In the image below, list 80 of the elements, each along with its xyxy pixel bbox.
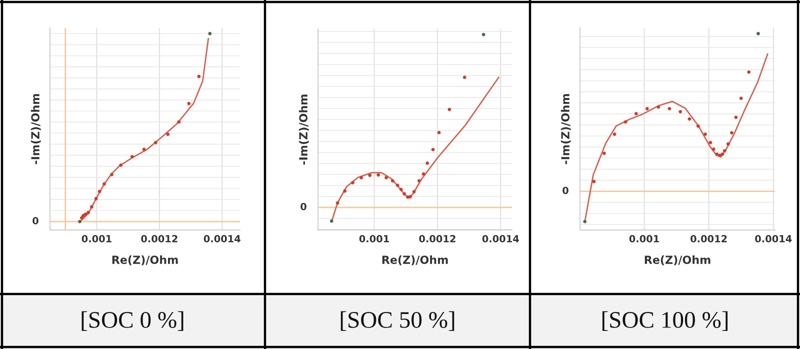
point bbox=[712, 147, 716, 151]
ref-line-label: 0 bbox=[300, 202, 306, 210]
point bbox=[351, 181, 354, 184]
point bbox=[612, 132, 616, 136]
point bbox=[86, 210, 90, 214]
point bbox=[668, 106, 672, 110]
point bbox=[696, 124, 700, 128]
point bbox=[208, 32, 212, 36]
point bbox=[384, 176, 388, 180]
point bbox=[399, 188, 403, 192]
point bbox=[187, 102, 191, 106]
point bbox=[422, 172, 426, 176]
point bbox=[130, 155, 134, 158]
point bbox=[402, 192, 406, 196]
point bbox=[78, 220, 82, 224]
point bbox=[448, 108, 452, 112]
point bbox=[376, 173, 380, 177]
point bbox=[142, 148, 146, 152]
point bbox=[336, 201, 340, 205]
point bbox=[720, 152, 724, 156]
ref-line-label: 0 bbox=[562, 186, 568, 194]
x-tick-label: 0.0012 bbox=[141, 235, 178, 242]
point bbox=[602, 152, 606, 155]
point bbox=[368, 174, 372, 177]
point bbox=[726, 142, 730, 146]
x-tick-label: 0.0014 bbox=[482, 235, 519, 242]
point bbox=[390, 179, 394, 183]
x-tick-label: 0.0014 bbox=[755, 235, 792, 242]
point bbox=[412, 190, 416, 194]
point bbox=[688, 117, 692, 121]
x-tick-label: 0.0012 bbox=[419, 235, 456, 242]
point bbox=[94, 196, 98, 200]
point bbox=[645, 106, 649, 110]
y-axis-title: -Im(Z)/Ohm bbox=[560, 94, 571, 164]
x-tick-label: 0.001 bbox=[82, 235, 112, 242]
text: [SOC 0 %] bbox=[82, 311, 184, 331]
x-axis-title: Re(Z)/Ohm bbox=[644, 255, 710, 266]
point bbox=[715, 152, 719, 156]
point bbox=[634, 112, 638, 116]
point bbox=[177, 120, 181, 124]
point bbox=[102, 182, 106, 186]
point bbox=[396, 184, 400, 187]
point bbox=[110, 172, 114, 176]
point bbox=[718, 154, 722, 158]
point bbox=[417, 179, 421, 183]
text: [SOC 100 %] bbox=[602, 311, 728, 331]
point bbox=[722, 149, 726, 152]
x-axis-title: Re(Z)/Ohm bbox=[112, 255, 178, 266]
point bbox=[730, 131, 734, 134]
point bbox=[154, 140, 158, 144]
y-axis-title: -Im(Z)/Ohm bbox=[30, 94, 41, 164]
point bbox=[330, 219, 334, 223]
ref-line-label: 0 bbox=[32, 217, 38, 224]
point bbox=[426, 161, 430, 165]
point bbox=[119, 163, 123, 167]
point bbox=[678, 110, 682, 114]
point bbox=[343, 189, 347, 193]
text: [SOC 50 %] bbox=[340, 311, 454, 331]
point bbox=[482, 32, 486, 36]
point bbox=[747, 70, 751, 74]
point bbox=[360, 176, 363, 180]
point bbox=[704, 132, 707, 136]
point bbox=[756, 32, 760, 36]
point bbox=[734, 116, 738, 120]
point bbox=[408, 195, 412, 198]
x-tick-label: 0.001 bbox=[359, 235, 389, 242]
point bbox=[739, 96, 743, 100]
point bbox=[84, 212, 88, 216]
point bbox=[656, 105, 660, 109]
point bbox=[462, 76, 466, 79]
point bbox=[592, 180, 596, 184]
point bbox=[708, 140, 712, 144]
point bbox=[90, 205, 94, 209]
x-tick-label: 0.001 bbox=[629, 235, 659, 242]
x-tick-label: 0.0014 bbox=[204, 235, 240, 242]
point bbox=[583, 220, 587, 224]
point bbox=[166, 132, 170, 136]
y-axis-title: -Im(Z)/Ohm bbox=[298, 94, 309, 165]
x-axis-title: Re(Z)/Ohm bbox=[382, 255, 448, 266]
x-tick-label: 0.0012 bbox=[690, 235, 727, 242]
